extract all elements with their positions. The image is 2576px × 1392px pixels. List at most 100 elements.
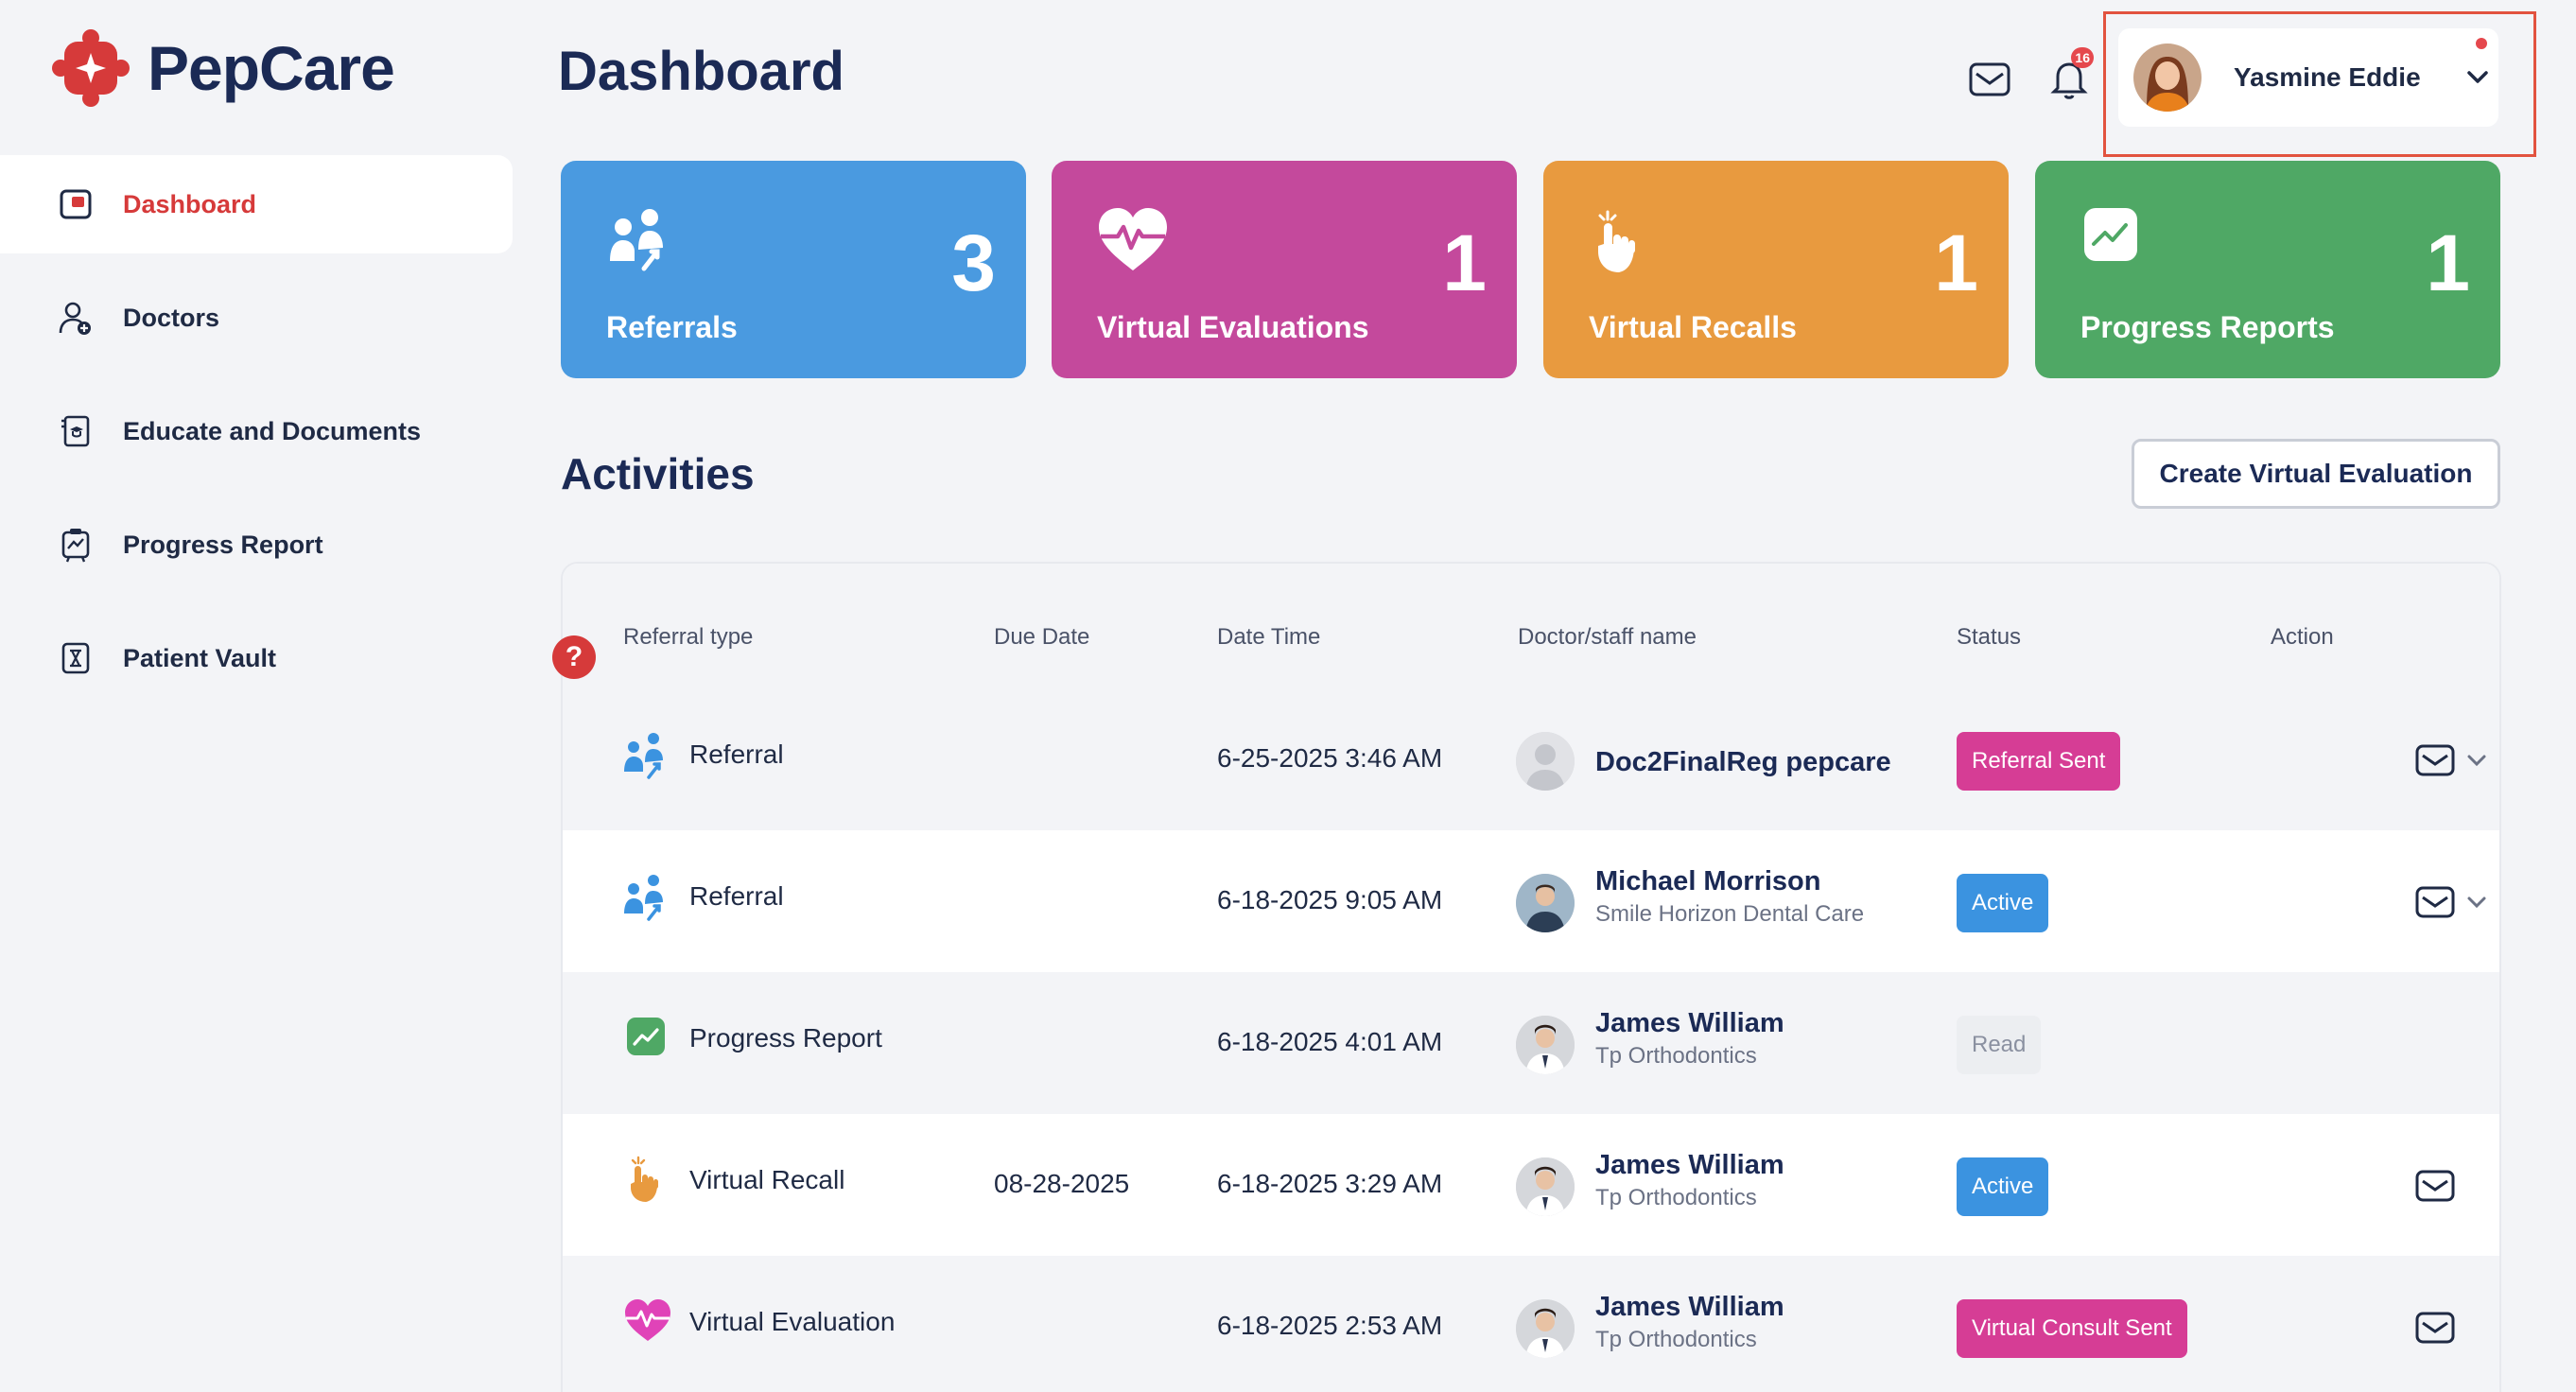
avatar — [1516, 874, 1575, 932]
doctor-organization: Tp Orthodontics — [1595, 1185, 1757, 1210]
create-virtual-evaluation-button[interactable]: Create Virtual Evaluation — [2132, 439, 2500, 509]
table-row[interactable]: Virtual Recall 08-28-2025 6-18-2025 3:29… — [563, 1114, 2499, 1256]
referral-people-icon — [624, 875, 663, 921]
status-badge: Virtual Consult Sent — [1957, 1299, 2187, 1358]
mail-icon[interactable] — [2414, 1165, 2456, 1207]
card-virtual-recalls[interactable]: Virtual Recalls 1 — [1543, 161, 2009, 378]
heart-pulse-icon — [625, 1299, 670, 1341]
column-header-referral-type[interactable]: Referral type — [623, 624, 754, 650]
date-time: 6-18-2025 9:05 AM — [1217, 885, 1443, 914]
hand-tap-icon — [1598, 210, 1635, 272]
referral-type: Progress Report — [689, 1023, 882, 1053]
date-time: 6-25-2025 3:46 AM — [1217, 743, 1443, 773]
mail-icon[interactable] — [2414, 740, 2456, 781]
referral-type: Referral — [689, 740, 784, 769]
status-badge: Read — [1957, 1016, 2042, 1074]
card-progress-reports[interactable]: Progress Reports 1 — [2035, 161, 2500, 378]
clipboard-chart-icon — [55, 524, 96, 566]
doctor-info: James William Tp Orthodontics — [1595, 1150, 1784, 1211]
bell-icon — [2050, 62, 2088, 99]
card-value: 1 — [1442, 218, 1487, 307]
activities-title: Activities — [561, 449, 755, 498]
table-header: Referral type Due Date Date Time Doctor/… — [563, 564, 2499, 688]
sidebar-item-progress-report[interactable]: Progress Report — [0, 496, 513, 594]
sidebar-item-label: Educate and Documents — [123, 416, 422, 445]
doctor-name: Michael Morrison — [1595, 866, 1821, 896]
table-row[interactable]: Progress Report 6-18-2025 4:01 AM James … — [563, 972, 2499, 1114]
sidebar-item-educate-documents[interactable]: Educate and Documents — [0, 382, 513, 480]
due-date: 08-28-2025 — [994, 1169, 1130, 1198]
column-header-action: Action — [2271, 624, 2334, 650]
status-dot — [2476, 38, 2487, 49]
sidebar-item-patient-vault[interactable]: Patient Vault — [0, 609, 513, 707]
vault-icon — [55, 637, 96, 679]
user-menu[interactable]: Yasmine Eddie — [2118, 28, 2498, 127]
card-label: Virtual Recalls — [1589, 310, 1797, 344]
card-label: Referrals — [606, 310, 738, 344]
referral-type: Virtual Evaluation — [689, 1307, 896, 1336]
referral-type: Referral — [689, 881, 784, 911]
doctor-organization: Smile Horizon Dental Care — [1595, 901, 1865, 927]
dashboard-icon — [55, 183, 96, 225]
status-badge: Active — [1957, 1157, 2049, 1216]
activities-table: Referral type Due Date Date Time Doctor/… — [561, 562, 2501, 1392]
pepcare-logo-icon — [51, 28, 131, 108]
document-icon — [55, 410, 96, 452]
sidebar: PepCare Dashboard Doctors Educate and Do… — [0, 0, 530, 1392]
card-value: 1 — [2426, 218, 2470, 307]
referral-people-icon — [610, 209, 663, 271]
brand-logo[interactable]: PepCare — [51, 28, 395, 108]
column-header-status[interactable]: Status — [1957, 624, 2022, 650]
sidebar-item-label: Progress Report — [123, 530, 323, 559]
messages-button[interactable] — [1963, 53, 2016, 106]
card-referrals[interactable]: Referrals 3 — [561, 161, 1026, 378]
chart-square-icon — [627, 1018, 665, 1055]
table-row[interactable]: Virtual Evaluation 6-18-2025 2:53 AM Jam… — [563, 1256, 2499, 1392]
status-badge: Active — [1957, 874, 2049, 932]
sidebar-item-doctors[interactable]: Doctors — [0, 269, 513, 367]
brand-name: PepCare — [148, 33, 395, 103]
column-header-doctor[interactable]: Doctor/staff name — [1518, 624, 1697, 650]
user-avatar — [2133, 44, 2202, 112]
referral-people-icon — [624, 733, 663, 779]
column-header-due-date[interactable]: Due Date — [994, 624, 1090, 650]
user-name: Yasmine Eddie — [2234, 62, 2421, 92]
table-row[interactable]: Referral 6-25-2025 3:46 AM Doc2FinalReg … — [563, 688, 2499, 830]
sidebar-item-label: Dashboard — [123, 189, 257, 218]
doctor-organization: Tp Orthodontics — [1595, 1043, 1757, 1069]
user-menu-highlight — [2103, 11, 2536, 157]
mail-icon — [1969, 62, 2010, 96]
chevron-down-icon[interactable] — [2463, 747, 2490, 774]
card-value: 1 — [1934, 218, 1978, 307]
sidebar-nav: Dashboard Doctors Educate and Documents … — [0, 155, 513, 722]
doctor-info: James William Tp Orthodontics — [1595, 1292, 1784, 1353]
date-time: 6-18-2025 3:29 AM — [1217, 1169, 1443, 1198]
doctor-info: Doc2FinalReg pepcare — [1595, 747, 1891, 778]
notifications-button[interactable]: 16 — [2043, 47, 2096, 106]
date-time: 6-18-2025 2:53 AM — [1217, 1311, 1443, 1340]
heart-pulse-icon — [1099, 208, 1167, 270]
card-virtual-evaluations[interactable]: Virtual Evaluations 1 — [1052, 161, 1517, 378]
mail-icon[interactable] — [2414, 1307, 2456, 1348]
notification-count-badge: 16 — [2071, 47, 2094, 68]
avatar — [1516, 1299, 1575, 1358]
doctor-organization: Tp Orthodontics — [1595, 1327, 1757, 1352]
page-title: Dashboard — [558, 41, 844, 102]
help-icon[interactable]: ? — [552, 635, 596, 679]
mail-icon[interactable] — [2414, 881, 2456, 923]
card-value: 3 — [951, 218, 996, 307]
status-badge: Referral Sent — [1957, 732, 2121, 791]
table-row[interactable]: Referral 6-18-2025 9:05 AM Michael Morri… — [563, 830, 2499, 972]
avatar — [1516, 732, 1575, 791]
sidebar-item-label: Patient Vault — [123, 643, 277, 672]
chevron-down-icon[interactable] — [2463, 889, 2490, 915]
card-label: Virtual Evaluations — [1097, 310, 1369, 344]
sidebar-item-dashboard[interactable]: Dashboard — [0, 155, 513, 253]
avatar — [1516, 1016, 1575, 1074]
doctor-info: Michael Morrison Smile Horizon Dental Ca… — [1595, 866, 1864, 928]
card-label: Progress Reports — [2080, 310, 2335, 344]
doctor-name: Doc2FinalReg pepcare — [1595, 747, 1891, 777]
referral-type: Virtual Recall — [689, 1165, 845, 1194]
column-header-date-time[interactable]: Date Time — [1217, 624, 1321, 650]
chart-square-icon — [2084, 208, 2137, 261]
